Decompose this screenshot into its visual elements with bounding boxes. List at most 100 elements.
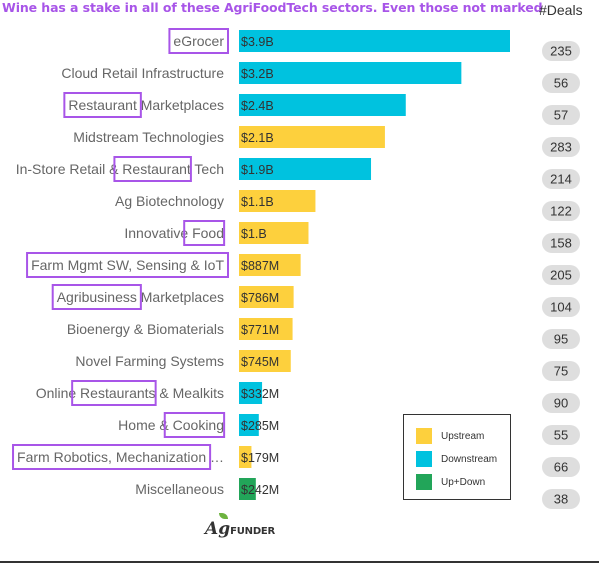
highlight-box-1 <box>63 92 142 118</box>
bottom-rule <box>0 561 599 563</box>
deals-pill-6 <box>542 233 580 253</box>
bar-5 <box>239 190 316 212</box>
category-label-2: Restaurant Marketplaces <box>68 97 224 113</box>
agfunder-logo: A g FUNDER <box>205 513 275 539</box>
legend-item-downstream: Downstream <box>416 450 497 468</box>
highlight-box-5 <box>51 284 142 310</box>
highlight-box-6 <box>71 380 157 406</box>
deals-column-header: #Deals <box>539 2 583 18</box>
highlight-box-4 <box>26 252 229 278</box>
deals-pill-9 <box>542 329 580 349</box>
deals-value-9: 95 <box>554 332 568 347</box>
value-label-13: $179M <box>241 451 279 465</box>
value-label-4: $1.9B <box>241 163 274 177</box>
deals-value-3: 283 <box>550 140 572 155</box>
deals-value-14: 38 <box>554 492 568 507</box>
deals-value-6: 158 <box>550 236 572 251</box>
value-label-6: $1.B <box>241 227 267 241</box>
legend-swatch-upstream <box>416 428 432 444</box>
category-label-3: Midstream Technologies <box>73 129 224 145</box>
value-label-9: $771M <box>241 323 279 337</box>
category-label-9: Bioenergy & Biomaterials <box>67 321 224 337</box>
value-label-8: $786M <box>241 291 279 305</box>
bar-1 <box>239 62 462 84</box>
category-label-11: Online Restaurants & Mealkits <box>36 385 224 401</box>
value-label-10: $745M <box>241 355 279 369</box>
deals-value-12: 55 <box>554 428 568 443</box>
deals-pill-4 <box>542 169 580 189</box>
category-label-1: Cloud Retail Infrastructure <box>61 65 224 81</box>
deals-pill-14 <box>542 489 580 509</box>
bar-13 <box>239 446 252 468</box>
legend-label-upstream: Upstream <box>441 430 485 442</box>
category-label-7: Farm Mgmt SW, Sensing & IoT <box>31 257 224 273</box>
deals-value-7: 205 <box>550 268 572 283</box>
value-label-1: $3.2B <box>241 67 274 81</box>
deals-pill-7 <box>542 265 580 285</box>
bar-3 <box>239 126 385 148</box>
value-label-5: $1.1B <box>241 195 274 209</box>
deals-value-0: 235 <box>550 44 572 59</box>
deals-pill-11 <box>542 393 580 413</box>
deals-pill-3 <box>542 137 580 157</box>
category-label-12: Home & Cooking <box>118 417 224 433</box>
bar-10 <box>239 350 291 372</box>
legend-swatch-updown <box>416 474 432 490</box>
chart-title: Wine has a stake in all of these AgriFoo… <box>2 0 543 15</box>
legend-label-updown: Up+Down <box>441 476 486 488</box>
legend-item-updown: Up+Down <box>416 473 485 491</box>
bar-4 <box>239 158 372 180</box>
bar-8 <box>239 286 294 308</box>
category-label-5: Ag Biotechnology <box>115 193 224 209</box>
deals-value-1: 56 <box>554 76 568 91</box>
category-label-0: eGrocer <box>173 33 224 49</box>
category-label-6: Innovative Food <box>124 225 224 241</box>
legend-label-downstream: Downstream <box>441 453 498 465</box>
leaf-icon <box>219 513 229 519</box>
legend-item-upstream: Upstream <box>416 427 484 445</box>
deals-pill-8 <box>542 297 580 317</box>
category-label-10: Novel Farming Systems <box>75 353 224 369</box>
bar-11 <box>239 382 263 404</box>
bar-14 <box>239 478 256 500</box>
bar-0 <box>239 30 510 52</box>
deals-value-4: 214 <box>550 172 572 187</box>
deals-value-13: 66 <box>554 460 568 475</box>
highlight-box-2 <box>113 156 192 182</box>
legend-swatch-downstream <box>416 451 432 467</box>
deals-value-8: 104 <box>550 300 572 315</box>
deals-value-5: 122 <box>550 204 572 219</box>
deals-pill-13 <box>542 457 580 477</box>
highlight-box-7 <box>163 412 226 438</box>
deals-pill-5 <box>542 201 580 221</box>
highlight-box-3 <box>183 220 226 246</box>
bar-2 <box>239 94 406 116</box>
category-label-13: Farm Robotics, Mechanization … <box>17 449 224 465</box>
deals-pill-12 <box>542 425 580 445</box>
value-label-12: $285M <box>241 419 279 433</box>
highlight-box-0 <box>168 28 229 54</box>
value-label-3: $2.1B <box>241 131 274 145</box>
bar-9 <box>239 318 293 340</box>
value-label-14: $242M <box>241 483 279 497</box>
legend: Upstream Downstream Up+Down <box>403 414 511 500</box>
category-label-14: Miscellaneous <box>135 481 224 497</box>
deals-pill-10 <box>542 361 580 381</box>
value-label-0: $3.9B <box>241 35 274 49</box>
bar-12 <box>239 414 259 436</box>
deals-value-10: 75 <box>554 364 568 379</box>
category-label-4: In-Store Retail & Restaurant Tech <box>16 161 224 177</box>
deals-pill-2 <box>542 105 580 125</box>
highlight-box-8 <box>12 444 212 470</box>
deals-pill-0 <box>542 41 580 61</box>
bar-7 <box>239 254 301 276</box>
value-label-2: $2.4B <box>241 99 274 113</box>
deals-value-11: 90 <box>554 396 568 411</box>
deals-pill-1 <box>542 73 580 93</box>
bar-6 <box>239 222 309 244</box>
deals-value-2: 57 <box>554 108 568 123</box>
value-label-7: $887M <box>241 259 279 273</box>
value-label-11: $332M <box>241 387 279 401</box>
